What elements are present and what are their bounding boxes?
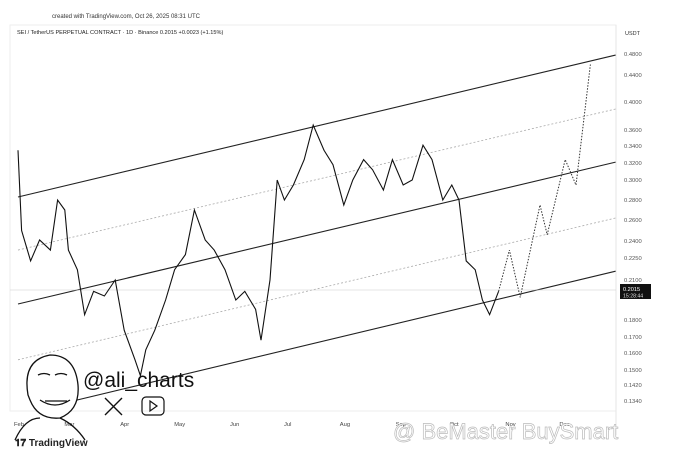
y-tick-label: 0.3200	[624, 161, 642, 167]
y-tick-label: 0.3400	[624, 144, 642, 150]
y-tick-label: 0.3600	[624, 128, 642, 134]
x-tick-label: Jun	[230, 422, 239, 428]
x-tick-label: Nov	[505, 422, 515, 428]
last-price-tag	[620, 284, 651, 299]
y-tick-label: 0.1600	[624, 351, 642, 357]
x-tick-label: Feb	[14, 422, 24, 428]
x-tick-label: Jul	[284, 422, 291, 428]
x-tick-label: Apr	[120, 422, 129, 428]
x-tick-label: Mar	[64, 422, 74, 428]
y-tick-label: 0.2600	[624, 218, 642, 224]
y-tick-label: 0.4800	[624, 52, 642, 58]
author-handle: @ali_charts	[83, 369, 195, 392]
y-tick-label: 0.2800	[624, 198, 642, 204]
x-tick-label: Sep	[396, 422, 406, 428]
price-line	[17, 123, 500, 378]
currency-unit: USDT	[625, 31, 640, 37]
plot-frame	[9, 24, 617, 412]
tradingview-mark-icon: 𝟏𝟕	[15, 438, 29, 449]
x-tick-label: Dec	[559, 422, 569, 428]
projection-line	[498, 64, 591, 298]
channel-line-1	[17, 108, 616, 251]
y-tick-label: 0.1340	[624, 399, 642, 405]
y-tick-label: 0.2100	[624, 278, 642, 284]
symbol-legend: SEI / TetherUS PERPETUAL CONTRACT · 1D ·…	[17, 30, 224, 36]
last-price-value: 0.2015	[623, 287, 640, 293]
channel-line-2	[17, 161, 616, 305]
created-note: created with TradingView.com, Oct 26, 20…	[52, 14, 200, 20]
y-tick-label: 0.2250	[624, 256, 642, 262]
y-tick-label: 0.1700	[624, 335, 642, 341]
tradingview-logo: 𝟏𝟕 TradingView	[15, 438, 88, 449]
channel-line-3	[17, 217, 616, 361]
y-tick-label: 0.1500	[624, 368, 642, 374]
x-tick-label: Oct	[450, 422, 459, 428]
x-tick-label: May	[174, 422, 185, 428]
channel-line-0	[17, 54, 616, 198]
y-tick-label: 0.3000	[624, 178, 642, 184]
y-tick-label: 0.2400	[624, 239, 642, 245]
y-tick-label: 0.1800	[624, 318, 642, 324]
watermark: @ BeMaster BuySmart	[393, 419, 619, 445]
y-tick-label: 0.4400	[624, 73, 642, 79]
y-tick-label: 0.4000	[624, 100, 642, 106]
x-tick-label: Aug	[340, 422, 350, 428]
y-tick-label: 0.1420	[624, 383, 642, 389]
bar-countdown: 15:28:44	[623, 294, 643, 300]
